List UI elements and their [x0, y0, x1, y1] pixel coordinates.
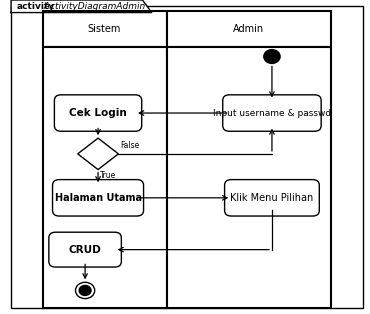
FancyBboxPatch shape — [43, 11, 166, 47]
Text: activity: activity — [17, 2, 55, 11]
FancyBboxPatch shape — [223, 95, 321, 131]
Text: True: True — [100, 171, 116, 180]
Text: CRUD: CRUD — [69, 245, 101, 255]
FancyBboxPatch shape — [53, 180, 144, 216]
Text: Cek Login: Cek Login — [69, 108, 127, 118]
Circle shape — [264, 50, 280, 63]
Text: Halaman Utama: Halaman Utama — [54, 193, 142, 203]
FancyBboxPatch shape — [225, 180, 319, 216]
FancyBboxPatch shape — [54, 95, 142, 131]
Text: Sistem: Sistem — [88, 24, 121, 34]
Text: Admin: Admin — [233, 24, 265, 34]
FancyBboxPatch shape — [49, 232, 121, 267]
Text: Input username & passwd: Input username & passwd — [213, 109, 331, 117]
Polygon shape — [11, 0, 152, 13]
FancyBboxPatch shape — [43, 47, 166, 308]
Polygon shape — [78, 138, 118, 170]
Text: False: False — [120, 141, 139, 150]
Circle shape — [79, 285, 91, 295]
FancyBboxPatch shape — [166, 11, 331, 47]
FancyBboxPatch shape — [166, 47, 331, 308]
Text: Klik Menu Pilihan: Klik Menu Pilihan — [230, 193, 314, 203]
FancyBboxPatch shape — [11, 6, 363, 308]
Text: ActivityDiagramAdmin: ActivityDiagramAdmin — [41, 2, 146, 11]
Circle shape — [75, 282, 95, 299]
